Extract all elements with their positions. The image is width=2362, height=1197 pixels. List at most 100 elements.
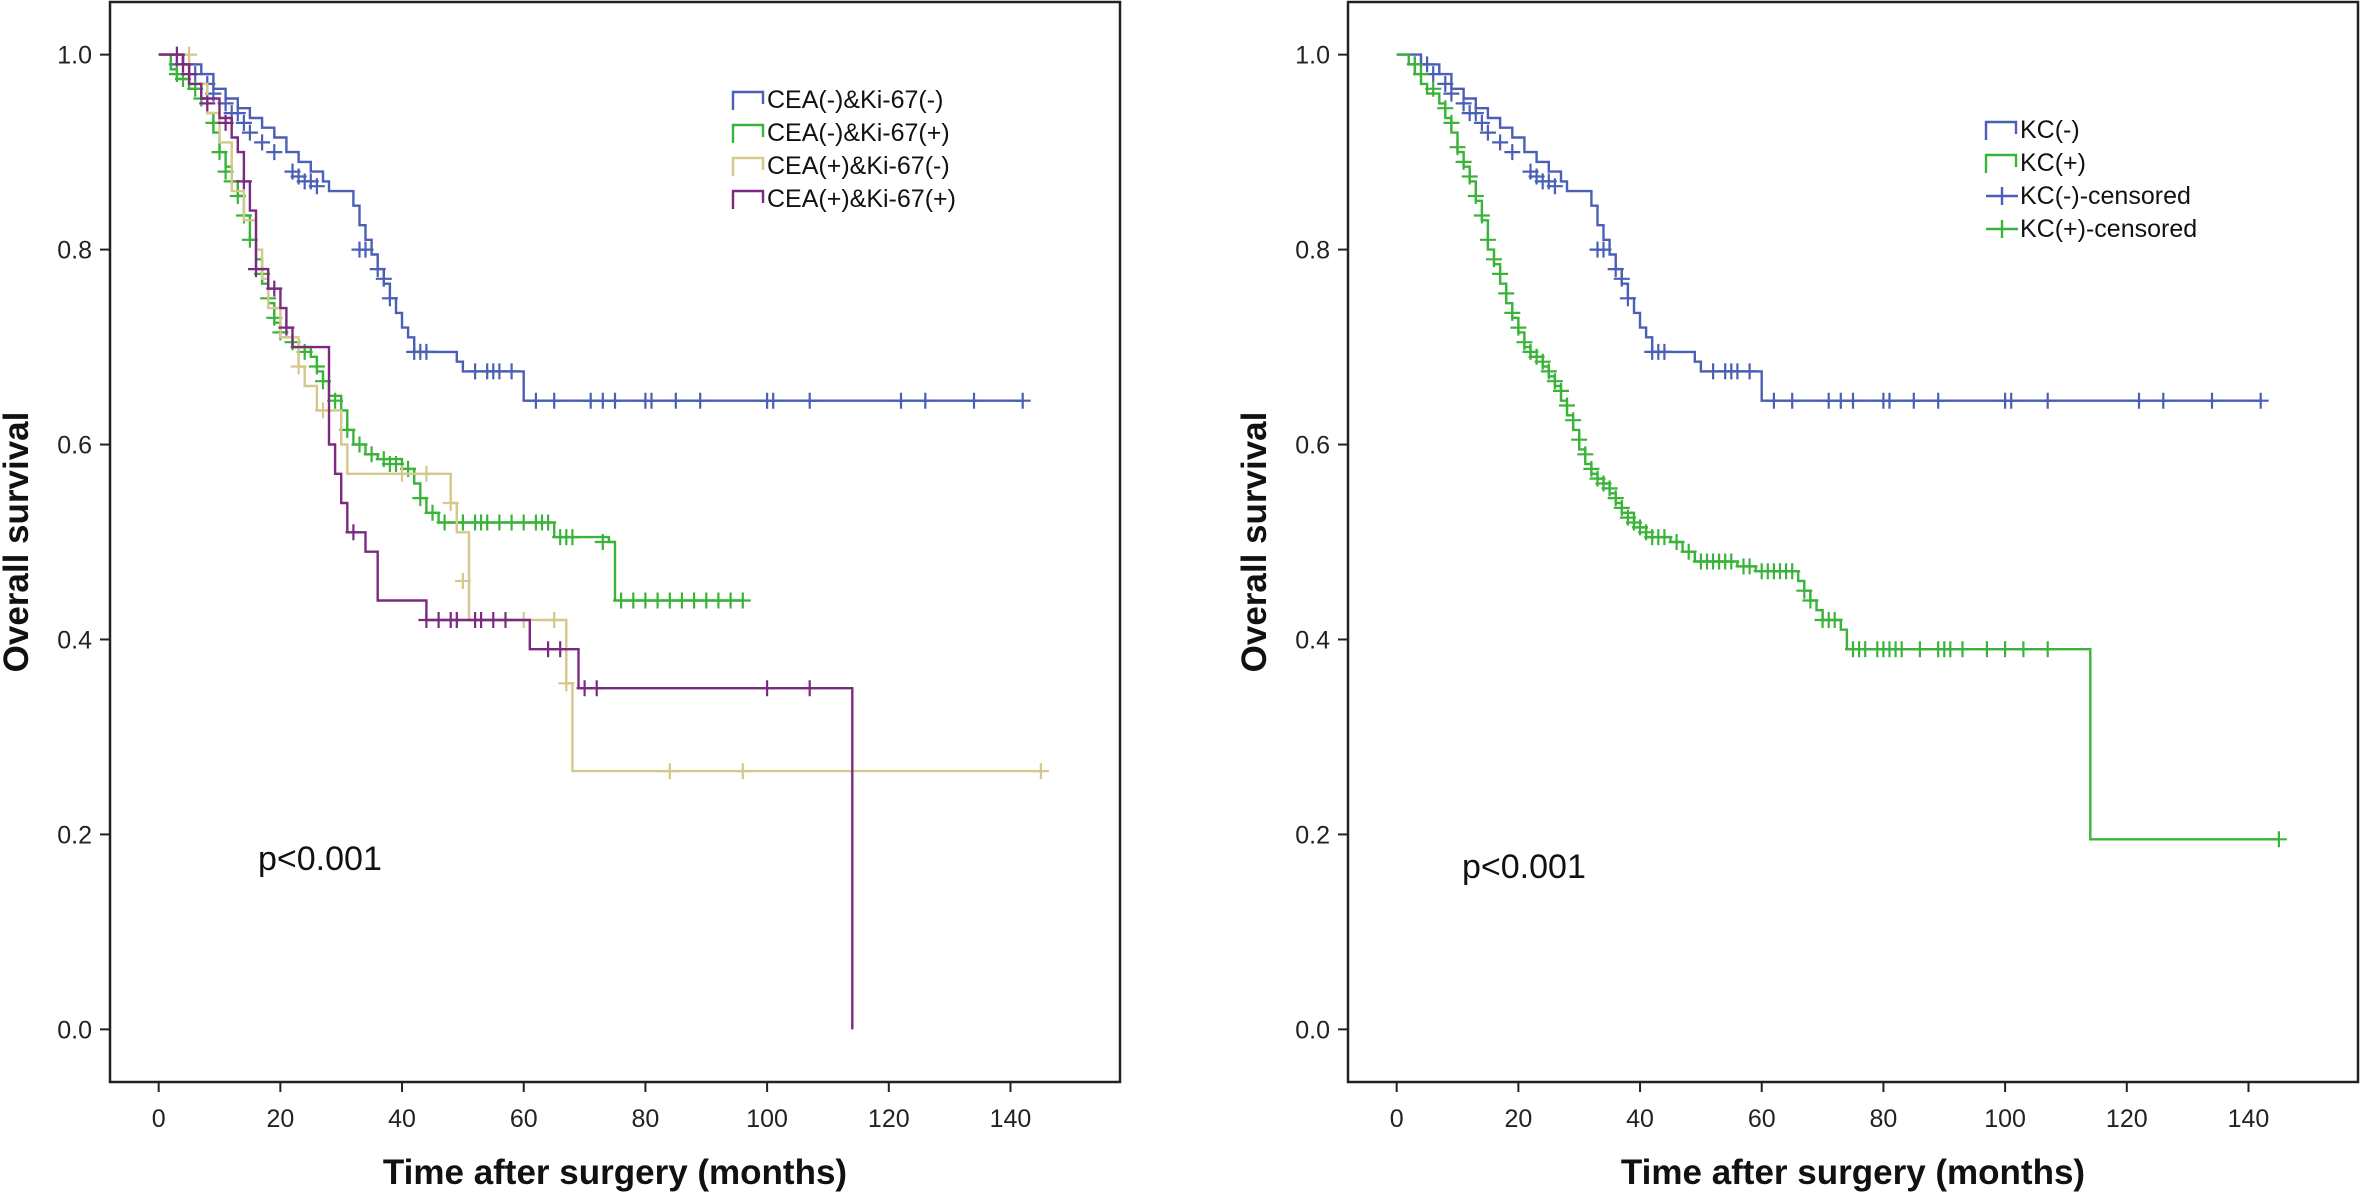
legend-swatch-1 [1984, 120, 2018, 140]
censor-mark [527, 392, 544, 409]
y-tick-label: 0.0 [57, 1016, 92, 1044]
censor-mark [765, 392, 782, 409]
censor-mark [357, 241, 374, 258]
censor-mark [1583, 460, 1600, 477]
censor-mark [1613, 270, 1630, 287]
censor-mark [1461, 168, 1478, 185]
x-tick-label: 20 [266, 1105, 294, 1133]
x-tick-label: 60 [510, 1105, 538, 1133]
censor-mark [1553, 382, 1569, 399]
series-line-4 [158, 53, 854, 1030]
plot-frame [1346, 0, 2360, 1084]
y-axis-title: Overall survival [1235, 412, 1274, 673]
legend: CEA(-)&Ki-67(-) CEA(-)&Ki-67(+) CEA(+)&Ki-… [731, 86, 956, 213]
p-value-annotation: p<0.001 [258, 840, 382, 878]
censor-mark [199, 95, 216, 112]
x-tick-label: 140 [990, 1105, 1032, 1133]
censor-mark [734, 763, 751, 780]
censor-mark [558, 675, 575, 692]
censor-mark [418, 465, 435, 482]
censor-mark [1571, 431, 1588, 448]
censor-mark [1802, 592, 1819, 609]
censor-mark [1510, 319, 1527, 336]
censor-mark [564, 529, 581, 546]
censor-mark [1437, 100, 1454, 117]
x-tick-label: 0 [1390, 1105, 1404, 1133]
censor-mark [1516, 334, 1533, 351]
censor-mark [1504, 304, 1521, 321]
censor-mark [1455, 153, 1472, 170]
censor-mark [1467, 188, 1484, 204]
censor-mark [1467, 105, 1484, 122]
censor-mark [351, 436, 368, 453]
censor-mark [1437, 75, 1454, 92]
y-tick-label: 0.8 [1295, 237, 1330, 265]
x-tick-label: 60 [1748, 1105, 1776, 1133]
censor-mark [2039, 392, 2056, 409]
censor-mark [266, 144, 283, 161]
censor-mark [1540, 363, 1557, 380]
x-tick-label: 80 [1870, 1105, 1898, 1133]
x-tick-label: 80 [632, 1105, 660, 1133]
censor-mark [588, 680, 605, 697]
y-tick-label: 0.6 [1295, 432, 1330, 460]
censor-mark [1796, 582, 1813, 599]
censor-mark [1504, 144, 1521, 161]
censor-mark [394, 465, 410, 482]
legend-censor-swatch-1 [1986, 187, 2018, 205]
censor-mark [1607, 490, 1624, 507]
censor-mark [254, 134, 271, 151]
censor-mark [1607, 261, 1624, 278]
censor-mark [1032, 763, 1049, 780]
censor-mark [1479, 231, 1496, 248]
censor-mark [1845, 392, 1861, 409]
censor-mark [1997, 641, 2014, 658]
censor-mark [278, 319, 295, 336]
censor-mark [497, 612, 514, 628]
x-tick-label: 100 [746, 1105, 788, 1133]
censor-mark [235, 173, 252, 190]
censor-mark [801, 392, 818, 409]
censor-mark [546, 612, 563, 628]
censor-mark [1492, 265, 1509, 282]
censor-mark [290, 358, 307, 375]
censor-mark [2003, 392, 2020, 409]
legend-swatch-2 [1984, 153, 2018, 173]
censor-mark [2204, 392, 2220, 409]
x-tick-label: 0 [152, 1105, 166, 1133]
chart-panel-2: 0.0 0.2 0.4 0.6 0.8 1.0 0 20 40 60 80 100 120 140 Time… [1235, 0, 2360, 1192]
censor-mark [1784, 392, 1801, 409]
censor-mark [217, 114, 234, 131]
censor-mark [503, 363, 520, 380]
y-tick-label: 0.2 [57, 821, 92, 849]
censor-mark [1595, 241, 1612, 258]
censor-mark [454, 573, 471, 589]
legend-censor-swatch-2 [1986, 220, 2018, 238]
censor-mark [1741, 558, 1758, 575]
censor-mark [759, 680, 776, 697]
censor-mark [1741, 363, 1758, 380]
y-tick-label: 1.0 [57, 42, 92, 70]
censor-mark [540, 514, 557, 531]
censor-mark [412, 490, 429, 507]
censor-mark [1534, 353, 1551, 370]
y-tick-label: 0.0 [1295, 1016, 1330, 1044]
chart-panel-1: 0.0 0.2 0.4 0.6 0.8 1.0 0 20 40 60 80 100 120 140 Time… [0, 0, 1122, 1192]
censor-mark [248, 261, 264, 278]
x-tick-label: 120 [2106, 1105, 2148, 1133]
censor-mark [1455, 95, 1472, 112]
censor-mark [692, 392, 709, 409]
censor-mark [388, 456, 404, 472]
censor-mark [2131, 392, 2147, 409]
censor-mark [1473, 207, 1490, 224]
censor-mark [1784, 563, 1801, 580]
censor-mark [168, 46, 185, 63]
censor-mark [1613, 499, 1630, 516]
x-axis-title: Time after surgery (months) [1621, 1153, 2085, 1192]
x-tick-label: 40 [1626, 1105, 1654, 1133]
censor-mark [1905, 392, 1922, 409]
censor-mark [607, 392, 623, 409]
legend-censor-label-2: KC(+)-censored [2020, 215, 2197, 243]
censor-mark [1546, 373, 1563, 390]
censor-mark [1443, 114, 1460, 131]
